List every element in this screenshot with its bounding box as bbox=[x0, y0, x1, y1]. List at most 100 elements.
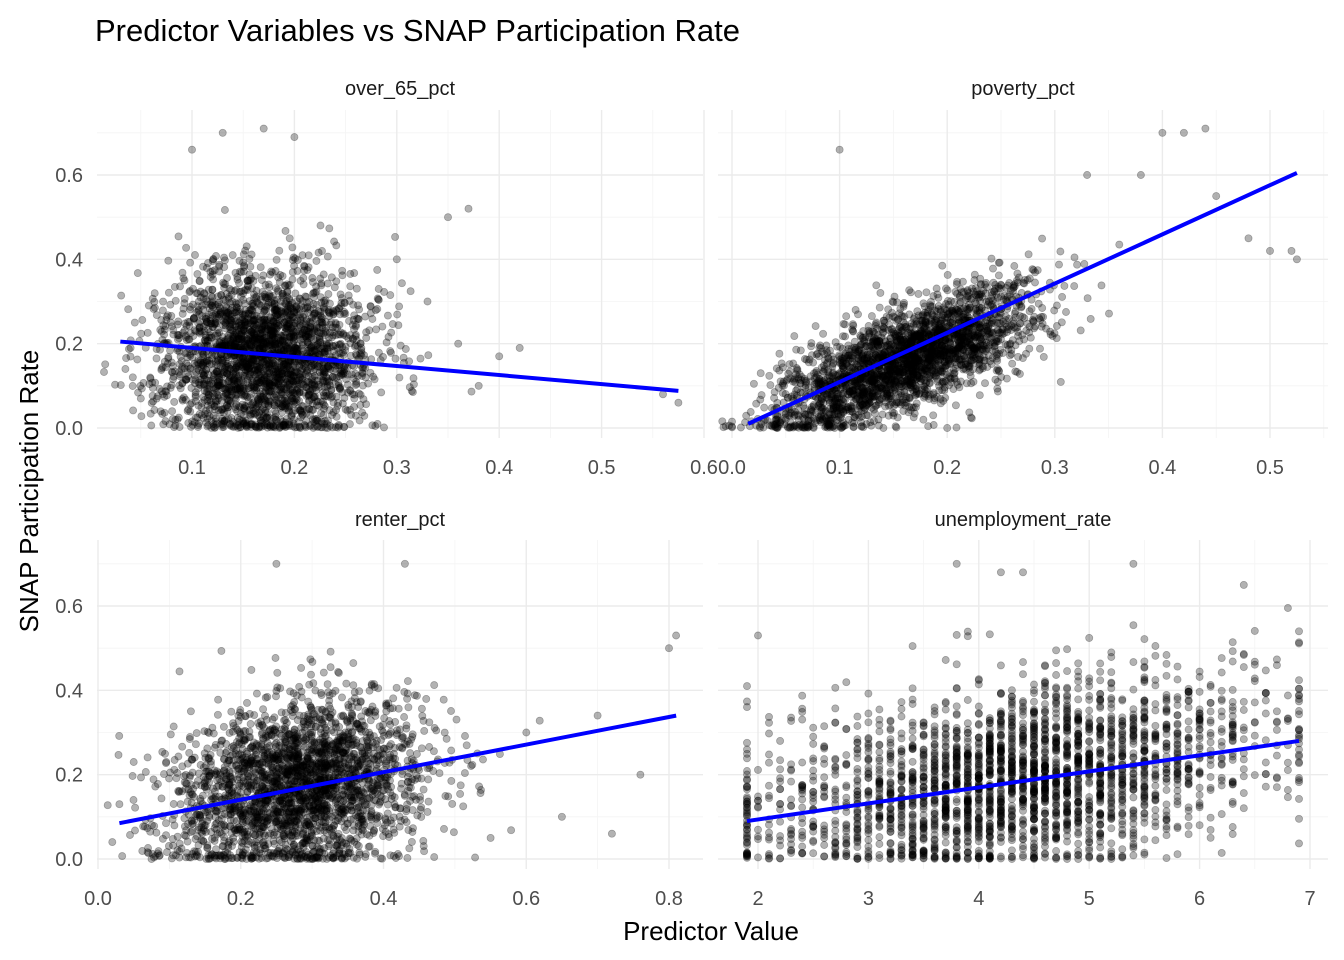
scatter-point bbox=[146, 374, 155, 383]
scatter-point bbox=[327, 318, 336, 327]
scatter-point bbox=[266, 387, 275, 396]
scatter-point bbox=[793, 385, 802, 394]
scatter-point bbox=[263, 421, 272, 430]
scatter-point bbox=[222, 340, 231, 349]
scatter-point bbox=[270, 296, 279, 305]
scatter-point bbox=[1008, 336, 1017, 345]
scatter-point bbox=[209, 411, 218, 420]
scatter-point bbox=[191, 251, 199, 259]
scatter-point bbox=[243, 365, 252, 374]
scatter-point bbox=[188, 145, 196, 154]
scatter-point bbox=[258, 292, 267, 301]
scatter-point bbox=[240, 390, 249, 399]
scatter-point bbox=[356, 390, 365, 399]
scatter-point bbox=[346, 269, 355, 278]
scatter-point bbox=[189, 332, 198, 340]
scatter-point bbox=[325, 224, 334, 233]
scatter-point bbox=[1014, 328, 1023, 336]
scatter-point bbox=[235, 256, 244, 265]
scatter-point bbox=[275, 373, 284, 382]
scatter-point bbox=[169, 372, 178, 381]
scatter-point bbox=[310, 422, 319, 431]
scatter-point bbox=[369, 372, 378, 381]
scatter-point bbox=[749, 379, 758, 388]
scatter-point bbox=[815, 343, 824, 352]
scatter-point bbox=[205, 412, 214, 421]
scatter-point bbox=[180, 294, 189, 303]
scatter-point bbox=[267, 323, 276, 331]
scatter-point bbox=[989, 264, 997, 273]
scatter-point bbox=[409, 374, 418, 383]
scatter-point bbox=[328, 392, 337, 401]
scatter-point bbox=[332, 392, 341, 401]
scatter-point bbox=[239, 267, 248, 276]
scatter-point bbox=[217, 372, 226, 381]
scatter-point bbox=[192, 368, 201, 377]
scatter-point bbox=[258, 358, 267, 367]
scatter-point bbox=[391, 354, 400, 363]
scatter-point bbox=[282, 401, 291, 410]
scatter-point bbox=[281, 403, 290, 412]
scatter-point bbox=[252, 363, 261, 371]
scatter-point bbox=[1008, 359, 1017, 368]
scatter-point bbox=[318, 378, 327, 387]
scatter-point bbox=[807, 351, 816, 360]
scatter-point bbox=[263, 375, 272, 384]
scatter-point bbox=[302, 331, 311, 340]
scatter-point bbox=[346, 405, 355, 414]
scatter-point bbox=[260, 314, 269, 323]
scatter-point bbox=[794, 373, 803, 382]
scatter-point bbox=[255, 305, 263, 314]
scatter-point bbox=[225, 396, 233, 405]
scatter-point bbox=[203, 401, 212, 410]
scatter-point bbox=[1073, 260, 1082, 269]
scatter-point bbox=[288, 313, 297, 322]
scatter-point bbox=[1031, 322, 1039, 331]
scatter-point bbox=[285, 332, 294, 341]
scatter-point bbox=[260, 420, 269, 429]
scatter-point bbox=[474, 381, 483, 390]
scatter-point bbox=[323, 279, 332, 288]
scatter-point bbox=[303, 326, 311, 335]
scatter-point bbox=[223, 401, 232, 410]
scatter-point bbox=[206, 273, 215, 281]
scatter-point bbox=[319, 349, 328, 357]
scatter-point bbox=[996, 335, 1005, 344]
scatter-point bbox=[235, 384, 244, 393]
scatter-point bbox=[168, 407, 177, 416]
scatter-point bbox=[195, 276, 204, 285]
scatter-point bbox=[760, 403, 769, 412]
scatter-point bbox=[202, 375, 211, 384]
scatter-point bbox=[296, 372, 305, 381]
x-tick-label: 0.6 bbox=[690, 457, 718, 479]
scatter-point bbox=[942, 284, 950, 293]
scatter-point bbox=[286, 304, 295, 313]
scatter-point bbox=[234, 335, 243, 344]
scatter-point bbox=[320, 417, 329, 426]
scatter-point bbox=[164, 354, 173, 363]
scatter-point bbox=[315, 344, 324, 353]
scatter-point bbox=[1105, 309, 1113, 318]
scatter-point bbox=[295, 373, 304, 382]
scatter-point bbox=[245, 270, 254, 279]
scatter-point bbox=[242, 402, 251, 411]
scatter-point bbox=[952, 280, 961, 289]
scatter-point bbox=[260, 321, 269, 330]
scatter-point bbox=[312, 256, 321, 265]
scatter-point bbox=[261, 387, 270, 396]
scatter-point bbox=[274, 273, 283, 282]
scatter-point bbox=[219, 422, 228, 431]
scatter-point bbox=[133, 269, 142, 278]
scatter-point bbox=[292, 302, 301, 311]
scatter-point bbox=[387, 328, 396, 337]
scatter-point bbox=[890, 409, 898, 418]
scatter-point bbox=[993, 365, 1002, 374]
scatter-point bbox=[187, 399, 196, 408]
scatter-point bbox=[285, 294, 294, 303]
scatter-point bbox=[967, 413, 975, 422]
scatter-point bbox=[211, 309, 220, 318]
scatter-point bbox=[725, 421, 734, 430]
scatter-point bbox=[240, 404, 249, 412]
scatter-point bbox=[778, 363, 787, 372]
scatter-point bbox=[243, 392, 252, 401]
